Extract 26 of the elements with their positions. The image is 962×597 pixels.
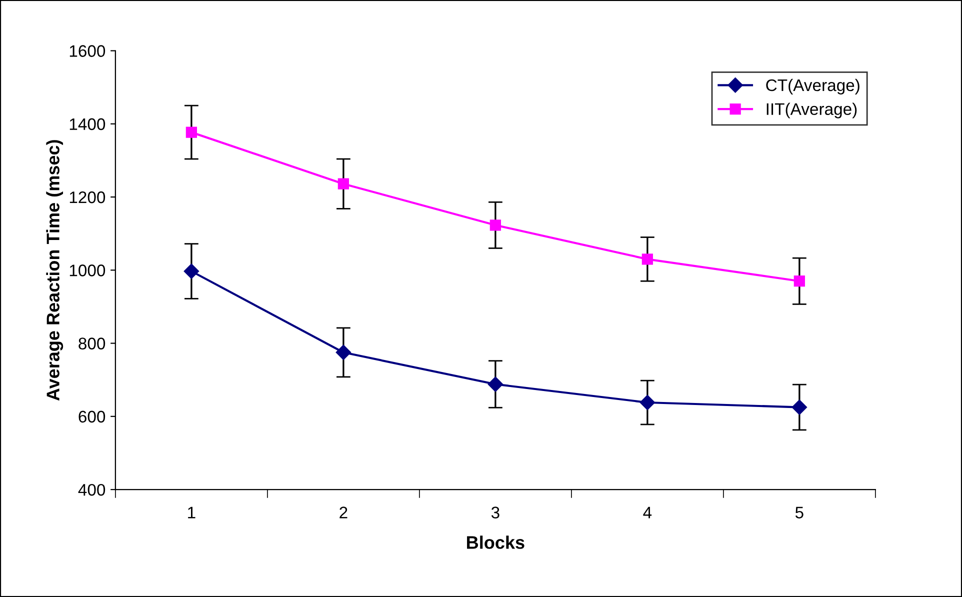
point <box>794 276 805 287</box>
x-tick-label: 2 <box>340 506 348 518</box>
y-tick-label: 1000 <box>70 264 106 276</box>
x-tick-label: 3 <box>491 506 500 518</box>
point <box>640 394 655 410</box>
y-tick-label: 400 <box>78 484 106 496</box>
legend-label: IIT(Average) <box>766 102 857 118</box>
point <box>184 264 200 279</box>
y-tick-label: 800 <box>78 338 106 350</box>
y-tick-label: 1400 <box>70 118 106 130</box>
point <box>642 254 653 265</box>
point <box>338 178 349 190</box>
x-tick-label: 4 <box>643 506 652 518</box>
x-tick-label: 5 <box>795 506 804 518</box>
y-axis-title: Average Reaction Time (msec) <box>46 140 64 401</box>
y-tick-label: 1200 <box>70 191 106 204</box>
y-tick-label: 1600 <box>70 45 106 57</box>
x-tick-label: 1 <box>188 506 196 518</box>
point <box>490 220 501 231</box>
point <box>336 344 352 360</box>
y-tick-label: 600 <box>78 410 106 423</box>
legend-label: CT(Average) <box>766 78 860 94</box>
point <box>186 126 197 138</box>
point <box>488 376 503 392</box>
point <box>792 400 807 415</box>
x-axis-title: Blocks <box>467 536 524 549</box>
